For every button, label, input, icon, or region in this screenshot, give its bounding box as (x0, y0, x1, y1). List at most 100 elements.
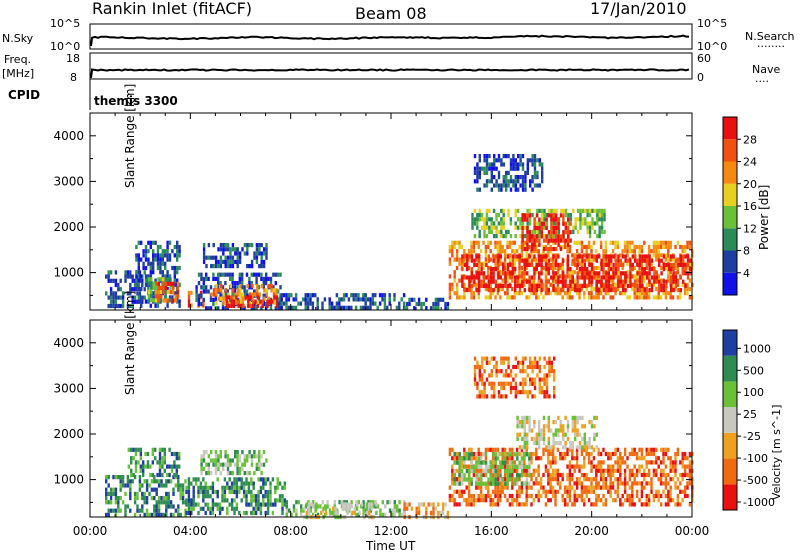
data-cell (117, 496, 120, 501)
data-cell (335, 301, 339, 306)
data-cell (659, 253, 663, 258)
data-cell (652, 468, 656, 473)
data-cell (626, 498, 629, 503)
data-cell (567, 225, 570, 231)
data-cell (197, 485, 200, 490)
data-cell (686, 275, 690, 280)
data-cell (592, 502, 596, 507)
data-cell (280, 301, 283, 306)
data-cell (559, 428, 562, 433)
data-cell (126, 475, 130, 480)
data-cell (219, 264, 223, 269)
data-cell (555, 234, 558, 239)
data-cell (236, 251, 239, 256)
data-cell (520, 456, 524, 461)
data-cell (583, 456, 586, 461)
data-cell (573, 481, 576, 486)
data-cell (641, 275, 644, 280)
data-cell (267, 276, 270, 281)
power-ylabel: Slant Range [km] (123, 84, 137, 188)
data-cell (497, 183, 501, 188)
data-cell (592, 464, 596, 469)
colorbar-tick-label: 8 (743, 245, 750, 258)
data-cell (162, 483, 166, 488)
x-tick-label: 00:00 (73, 524, 108, 538)
data-cell (278, 494, 282, 499)
data-cell (455, 291, 459, 296)
data-cell (646, 271, 649, 276)
data-cell (549, 257, 552, 262)
data-cell (230, 303, 233, 308)
data-cell (487, 275, 490, 280)
data-cell (531, 364, 534, 370)
data-cell (501, 477, 505, 482)
data-cell (560, 208, 563, 213)
data-cell (214, 466, 218, 471)
data-cell (495, 373, 498, 378)
data-cell (581, 217, 585, 222)
data-cell (529, 364, 532, 370)
data-cell (264, 489, 267, 495)
data-cell (448, 493, 452, 499)
data-cell (475, 288, 478, 293)
data-cell (647, 502, 651, 507)
data-cell (226, 506, 229, 511)
data-cell (478, 364, 481, 370)
data-cell (157, 483, 161, 488)
data-cell (315, 506, 318, 511)
data-cell (638, 279, 642, 284)
data-cell (509, 390, 513, 395)
data-cell (243, 243, 247, 248)
data-cell (617, 275, 620, 280)
data-cell (181, 491, 185, 496)
data-cell (126, 483, 130, 488)
data-cell (316, 297, 319, 302)
data-cell (126, 291, 130, 296)
data-cell (688, 261, 692, 266)
data-cell (465, 477, 469, 482)
data-cell (645, 498, 648, 503)
data-cell (262, 477, 265, 482)
data-cell (540, 254, 543, 259)
data-cell (178, 265, 181, 271)
data-cell (477, 464, 481, 469)
colorbar-tick-label: 16 (743, 200, 757, 213)
data-cell (463, 262, 466, 267)
data-cell (271, 477, 275, 482)
data-cell (514, 208, 517, 213)
data-cell (597, 498, 600, 503)
data-cell (231, 259, 235, 264)
data-cell (187, 481, 191, 486)
data-cell (664, 291, 668, 296)
data-cell (176, 290, 180, 295)
data-cell (616, 485, 620, 490)
data-cell (569, 217, 573, 222)
data-cell (566, 244, 569, 250)
data-cell (551, 240, 555, 245)
data-cell (612, 262, 615, 267)
data-cell (455, 257, 459, 262)
data-cell (161, 257, 164, 262)
data-cell (351, 510, 354, 515)
data-cell (540, 221, 543, 226)
y-tick-label: 1000 (53, 473, 84, 487)
data-cell (595, 288, 598, 293)
data-cell (530, 428, 534, 433)
data-cell (571, 415, 574, 420)
data-cell (655, 271, 658, 276)
data-cell (566, 249, 569, 254)
data-cell (261, 299, 264, 304)
data-cell (249, 303, 252, 308)
data-cell (251, 284, 254, 289)
data-cell (164, 278, 167, 283)
data-cell (305, 510, 308, 515)
data-cell (370, 506, 373, 511)
data-cell (526, 415, 529, 420)
data-cell (137, 447, 140, 452)
data-cell (251, 292, 254, 297)
data-cell (617, 258, 620, 263)
data-cell (500, 369, 503, 374)
data-cell (586, 283, 589, 288)
data-cell (364, 293, 367, 298)
